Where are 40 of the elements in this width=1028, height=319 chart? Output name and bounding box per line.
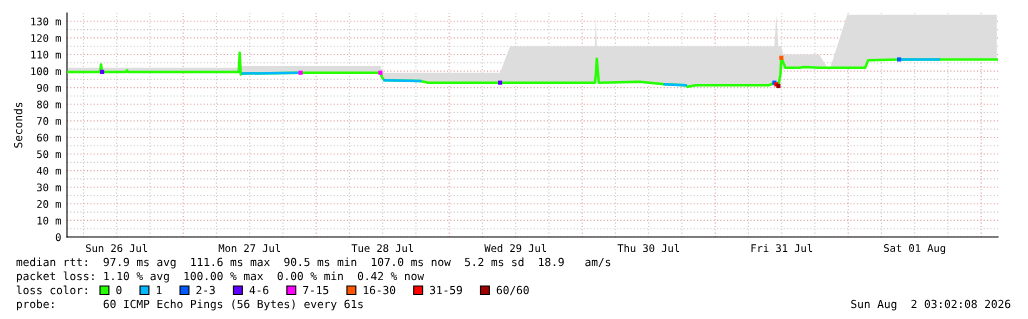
y-tick-label: 30 m xyxy=(37,183,61,192)
y-tick-label: 110 m xyxy=(31,50,61,59)
legend-label: 31-59 xyxy=(430,285,462,295)
legend-title: loss color: xyxy=(16,285,87,295)
point xyxy=(298,70,303,75)
x-tick-label: Fri 31 Jul xyxy=(751,243,813,253)
y-tick-label: 60 m xyxy=(37,133,61,142)
point xyxy=(498,80,503,85)
x-tick-label: Wed 29 Jul xyxy=(484,243,547,253)
y-tick-label: 50 m xyxy=(37,150,61,159)
y-tick-label: 0 xyxy=(55,233,61,242)
text: median rtt: 97.9 ms avg 111.6 ms max 90.5 ms min 107.0 ms now 5.2 ms sd 18.9 am/s xyxy=(16,257,611,269)
text: probe: 60 ICMP Echo Pings (56 Bytes) every 61s xyxy=(17,299,363,311)
y-tick-label: 70 m xyxy=(37,117,61,125)
point xyxy=(378,70,383,75)
y-tick-label: 80 m xyxy=(37,100,61,109)
legend-label: 4-6 xyxy=(249,285,269,295)
y-tick-label: 20 m xyxy=(37,200,61,208)
y-tick-label: 130 m xyxy=(31,17,61,26)
legend-label: 2-3 xyxy=(196,285,215,295)
x-tick-label: Mon 27 Jul xyxy=(218,243,281,253)
legend-label: 7-15 xyxy=(303,285,329,295)
legend-label: 60/60 xyxy=(496,285,529,296)
legend-label: 1 xyxy=(156,285,162,295)
y-axis-title: Seconds xyxy=(13,102,23,148)
y-tick-label: 120 m xyxy=(31,34,61,43)
y-tick-label: 100 m xyxy=(31,67,61,76)
text: packet loss: 1.10 % avg 100.00 % max 0.00 % min 0.42 % now xyxy=(17,271,425,283)
y-tick-label: 40 m xyxy=(36,166,61,175)
point xyxy=(100,69,105,74)
legend-label: 16-30 xyxy=(363,285,396,295)
x-tick-label: Sat 01 Aug xyxy=(884,244,946,255)
text: Sun Aug 2 03:02:08 2026 xyxy=(851,299,1011,311)
y-tick-label: 10 m xyxy=(37,216,61,225)
point xyxy=(897,57,902,62)
legend-label: 0 xyxy=(116,285,122,295)
y-tick-label: 90 m xyxy=(37,83,61,92)
x-tick-label: Tue 28 Jul xyxy=(351,243,414,253)
x-tick-label: Sun 26 Jul xyxy=(86,243,148,253)
x-tick-label: Thu 30 Jul xyxy=(617,243,680,253)
